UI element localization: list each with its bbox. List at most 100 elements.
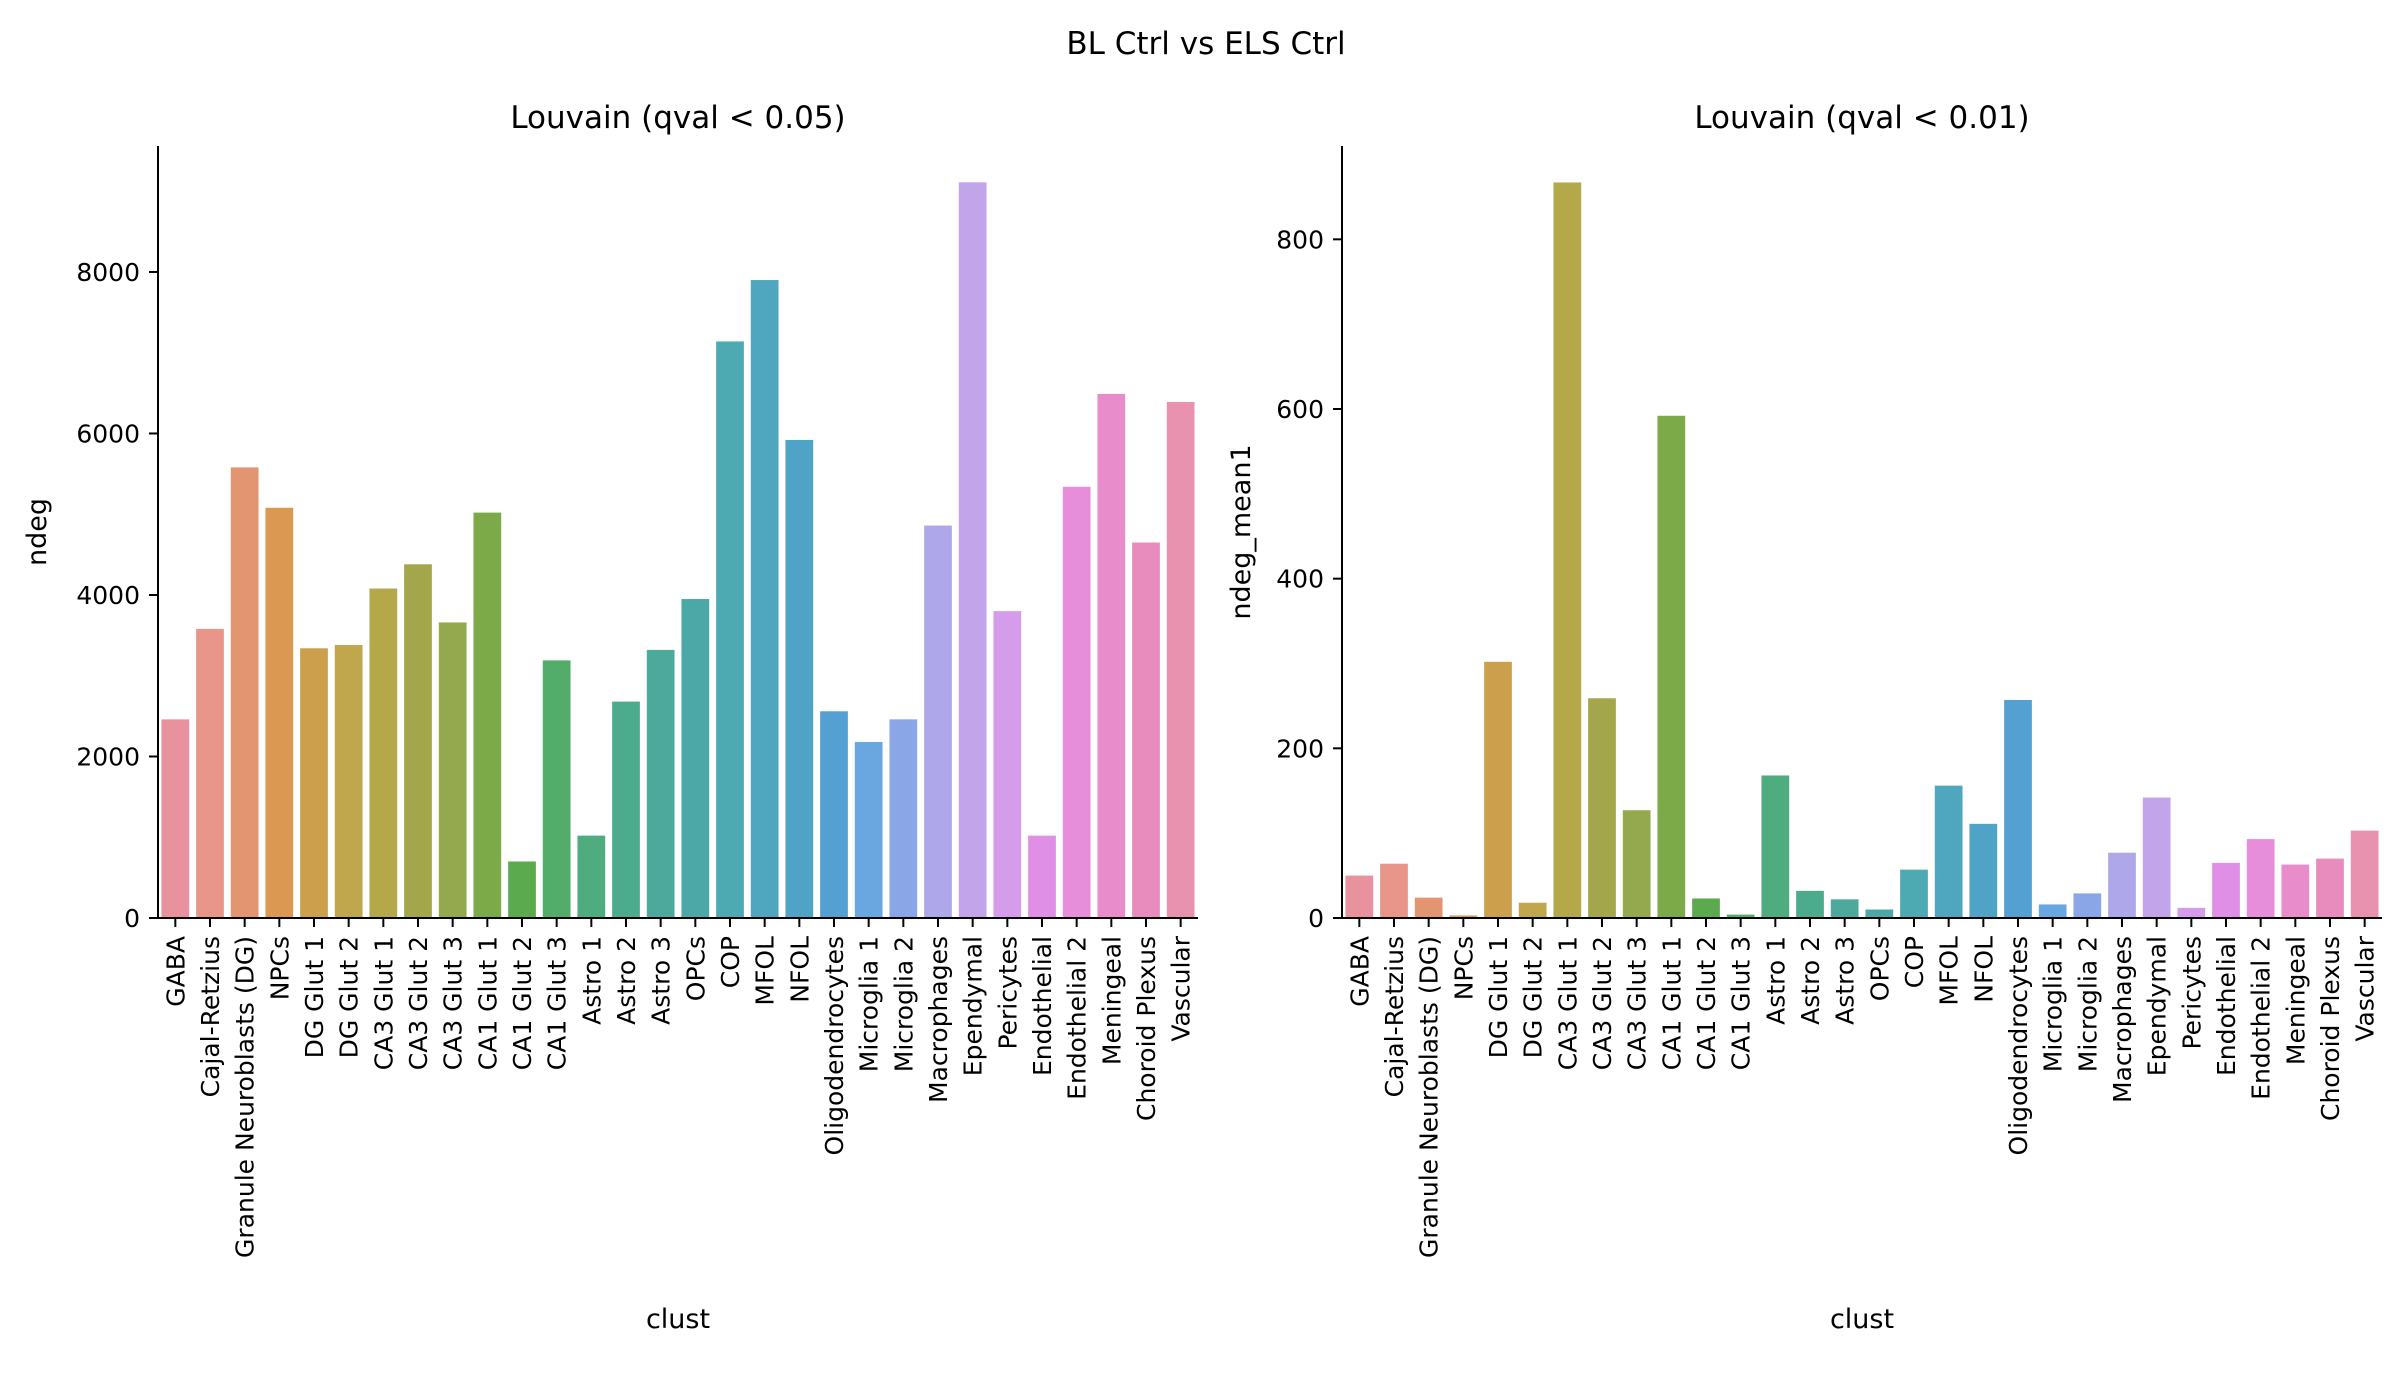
bar-vascular — [1166, 401, 1195, 919]
bar-microglia-2 — [2073, 893, 2102, 918]
bar-vascular — [2350, 830, 2379, 918]
x-tick-label: CA1 Glut 3 — [543, 936, 572, 1070]
x-tick-label: CA3 Glut 1 — [1553, 936, 1582, 1070]
bar-npcs — [1449, 915, 1478, 918]
x-tick-label: GABA — [1345, 936, 1374, 1007]
bar-dg-glut-2 — [1518, 902, 1547, 918]
bar-endothelial-2 — [1062, 486, 1091, 918]
bar-opcs — [681, 599, 710, 918]
bar-endothelial — [2212, 862, 2240, 918]
x-tick-label: Cajal-Retzius — [196, 936, 225, 1097]
bar-ca3-glut-2 — [404, 564, 432, 918]
bar-gaba — [161, 719, 190, 918]
bar-ca1-glut-3 — [1726, 914, 1755, 918]
bar-cajal-retzius — [196, 628, 224, 918]
y-axis-label: ndeg_mean1 — [1226, 444, 1257, 619]
bar-endothelial-2 — [2246, 839, 2275, 918]
x-tick-label: CA1 Glut 1 — [1657, 936, 1686, 1070]
y-tick-label: 8000 — [76, 258, 140, 287]
bar-astro-3 — [1830, 899, 1859, 918]
x-tick-label: Astro 3 — [1831, 936, 1860, 1025]
bar-astro-2 — [1796, 890, 1824, 918]
bar-mfol — [750, 280, 779, 919]
bar-cop — [1900, 869, 1928, 918]
bar-astro-1 — [1761, 775, 1790, 918]
x-tick-label: Vascular — [2351, 935, 2380, 1041]
x-tick-label: CA3 Glut 1 — [369, 936, 398, 1070]
x-tick-label: DG Glut 1 — [300, 936, 329, 1058]
bar-pericytes — [993, 611, 1022, 918]
bar-choroid-plexus — [1132, 542, 1160, 918]
bar-oligodendrocytes — [820, 711, 848, 918]
bar-nfol — [1969, 823, 1998, 918]
bar-granule-neuroblasts-dg — [1414, 897, 1443, 918]
bar-ca3-glut-3 — [1622, 810, 1651, 918]
x-tick-label: CA1 Glut 2 — [508, 936, 537, 1070]
x-tick-label: Endothelial 2 — [1063, 936, 1092, 1100]
x-tick-label: Oligodendrocytes — [820, 936, 849, 1155]
bar-astro-1 — [577, 835, 606, 918]
x-tick-label: NPCs — [265, 936, 294, 1000]
x-tick-label: Cajal-Retzius — [1380, 936, 1409, 1097]
bar-astro-3 — [646, 649, 675, 918]
bar-opcs — [1865, 909, 1894, 918]
x-tick-label: CA3 Glut 2 — [404, 936, 433, 1070]
bar-ca1-glut-2 — [508, 861, 536, 918]
bar-microglia-1 — [2038, 904, 2067, 918]
x-tick-label: Astro 1 — [577, 936, 606, 1025]
y-tick-label: 0 — [124, 904, 140, 933]
bar-cajal-retzius — [1380, 863, 1408, 918]
bar-granule-neuroblasts-dg — [230, 467, 259, 918]
y-tick-label: 2000 — [76, 742, 140, 771]
y-tick-label: 600 — [1276, 395, 1324, 424]
bar-meningeal — [1097, 393, 1126, 919]
x-tick-label: GABA — [161, 936, 190, 1007]
x-tick-label: MFOL — [751, 936, 780, 1006]
x-tick-label: CA3 Glut 3 — [1623, 936, 1652, 1070]
x-tick-label: Microglia 2 — [889, 936, 918, 1072]
bar-ca3-glut-3 — [438, 622, 467, 918]
x-tick-label: Ependymal — [2143, 936, 2172, 1076]
x-tick-label: DG Glut 2 — [335, 936, 364, 1058]
bar-ca1-glut-1 — [473, 512, 502, 918]
y-tick-label: 200 — [1276, 734, 1324, 763]
x-tick-label: Astro 2 — [1796, 936, 1825, 1025]
bar-macrophages — [2108, 852, 2136, 918]
bar-pericytes — [2177, 907, 2206, 918]
x-tick-label: Astro 3 — [647, 936, 676, 1025]
bar-ca1-glut-1 — [1657, 415, 1686, 918]
bar-choroid-plexus — [2316, 858, 2344, 918]
bar-microglia-2 — [889, 719, 918, 918]
y-tick-label: 6000 — [76, 419, 140, 448]
bar-dg-glut-1 — [300, 648, 328, 918]
panel-left: Louvain (qval < 0.05) 0 2000 4000 6000 8000 GA… — [22, 100, 1198, 1335]
bar-ca3-glut-1 — [1553, 182, 1582, 918]
y-axis-label: ndeg — [22, 498, 53, 566]
bar-macrophages — [924, 525, 952, 918]
y-tick-label: 0 — [1308, 904, 1324, 933]
x-tick-label: Granule Neuroblasts (DG) — [231, 936, 260, 1258]
bar-mfol — [1934, 785, 1963, 918]
bar-oligodendrocytes — [2004, 699, 2032, 918]
x-tick-label: MFOL — [1935, 936, 1964, 1006]
bar-gaba — [1345, 875, 1374, 918]
x-tick-label: CA3 Glut 3 — [439, 936, 468, 1070]
x-tick-label: COP — [1900, 936, 1929, 988]
bar-astro-2 — [612, 701, 640, 918]
x-tick-label: Macrophages — [924, 936, 953, 1103]
x-tick-label: Astro 2 — [612, 936, 641, 1025]
panel-title: Louvain (qval < 0.05) — [510, 100, 845, 136]
x-tick-label: Choroid Plexus — [1132, 936, 1161, 1121]
x-tick-label: Pericytes — [2177, 936, 2206, 1050]
x-tick-label: Endothelial 2 — [2247, 936, 2276, 1100]
bar-meningeal — [2281, 864, 2310, 918]
x-tick-label: NFOL — [1969, 936, 1998, 1003]
x-tick-label: CA1 Glut 1 — [473, 936, 502, 1070]
x-tick-label: CA3 Glut 2 — [1588, 936, 1617, 1070]
x-tick-label: NFOL — [785, 936, 814, 1003]
x-tick-label: Microglia 2 — [2073, 936, 2102, 1072]
x-tick-label: Astro 1 — [1761, 936, 1790, 1025]
x-tick-label: Vascular — [1167, 935, 1196, 1041]
x-axis-label: clust — [646, 1304, 710, 1335]
